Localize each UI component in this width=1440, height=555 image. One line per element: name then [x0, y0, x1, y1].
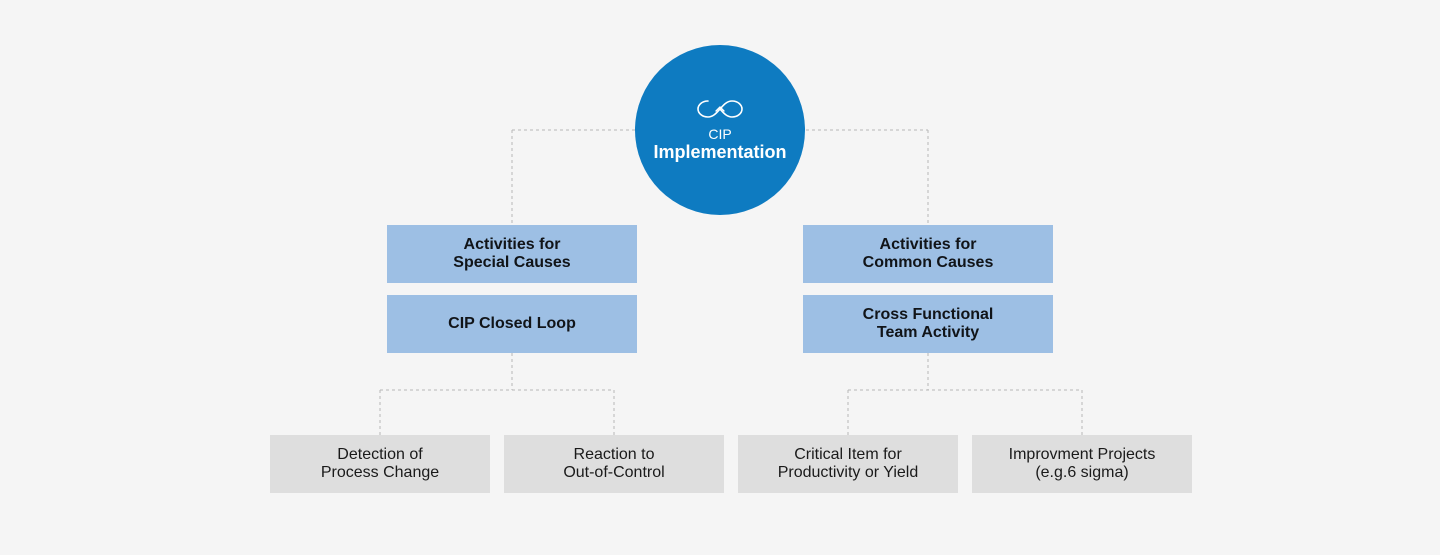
node-improvement-projects: Improvment Projects (e.g.6 sigma)	[972, 435, 1192, 493]
node-label: Activities for Common Causes	[863, 236, 994, 272]
node-label: Detection of Process Change	[321, 446, 439, 482]
node-label: Critical Item for Productivity or Yield	[778, 446, 919, 482]
node-reaction-out-of-control: Reaction to Out-of-Control	[504, 435, 724, 493]
node-cross-functional-team: Cross Functional Team Activity	[803, 295, 1053, 353]
node-label: Cross Functional Team Activity	[863, 306, 994, 342]
root-title-line2: Implementation	[653, 143, 786, 163]
infinity-loop-icon	[696, 97, 744, 121]
root-title-line1: CIP	[708, 127, 731, 142]
node-activities-special-causes: Activities for Special Causes	[387, 225, 637, 283]
node-detection-process-change: Detection of Process Change	[270, 435, 490, 493]
node-label: CIP Closed Loop	[448, 315, 576, 333]
node-cip-closed-loop: CIP Closed Loop	[387, 295, 637, 353]
node-activities-common-causes: Activities for Common Causes	[803, 225, 1053, 283]
node-critical-item: Critical Item for Productivity or Yield	[738, 435, 958, 493]
node-label: Improvment Projects (e.g.6 sigma)	[1009, 446, 1156, 482]
node-label: Activities for Special Causes	[453, 236, 570, 272]
root-node: CIP Implementation	[635, 45, 805, 215]
diagram-stage: CIP Implementation Activities for Specia…	[0, 0, 1440, 555]
node-label: Reaction to Out-of-Control	[563, 446, 664, 482]
